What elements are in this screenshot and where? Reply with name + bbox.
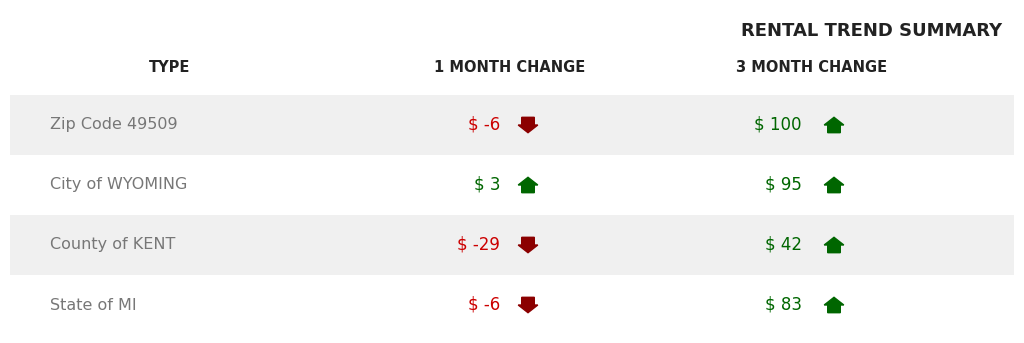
Bar: [10, 155, 1014, 215]
Text: $ -29: $ -29: [457, 236, 500, 254]
Polygon shape: [518, 177, 538, 193]
Text: County of KENT: County of KENT: [50, 237, 175, 252]
Polygon shape: [824, 117, 844, 133]
Polygon shape: [824, 297, 844, 313]
Bar: [10, 95, 1014, 155]
Text: $ 95: $ 95: [765, 176, 802, 194]
Text: $ 83: $ 83: [765, 296, 802, 314]
Polygon shape: [824, 177, 844, 193]
Text: 3 MONTH CHANGE: 3 MONTH CHANGE: [736, 60, 888, 75]
Text: State of MI: State of MI: [50, 297, 136, 312]
Polygon shape: [824, 237, 844, 253]
Polygon shape: [518, 237, 538, 253]
Text: TYPE: TYPE: [150, 60, 190, 75]
Text: $ 100: $ 100: [755, 116, 802, 134]
Text: City of WYOMING: City of WYOMING: [50, 177, 187, 192]
Text: 1 MONTH CHANGE: 1 MONTH CHANGE: [434, 60, 586, 75]
Polygon shape: [518, 117, 538, 133]
Text: $ -6: $ -6: [468, 296, 500, 314]
Bar: [10, 215, 1014, 275]
Text: $ -6: $ -6: [468, 116, 500, 134]
Polygon shape: [518, 297, 538, 313]
Text: $ 42: $ 42: [765, 236, 802, 254]
Bar: [10, 275, 1014, 335]
Text: RENTAL TREND SUMMARY: RENTAL TREND SUMMARY: [741, 22, 1002, 40]
Text: $ 3: $ 3: [473, 176, 500, 194]
Text: Zip Code 49509: Zip Code 49509: [50, 118, 177, 132]
